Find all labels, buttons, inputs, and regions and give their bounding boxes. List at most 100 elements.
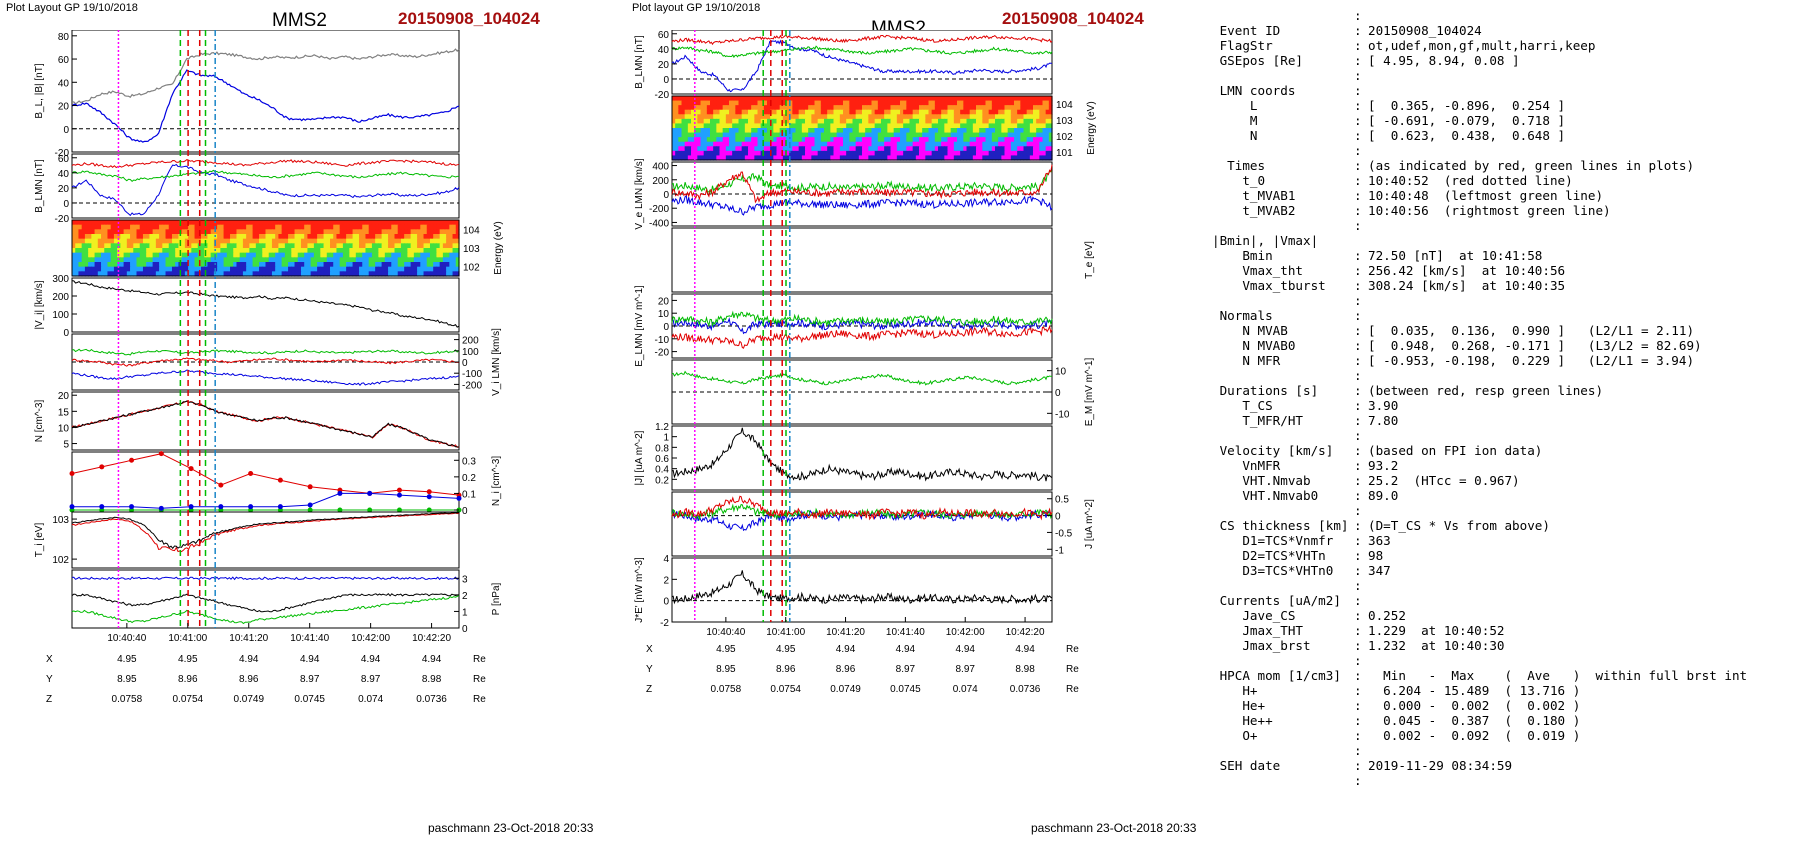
spectrogram-cell (748, 100, 752, 106)
spectrogram-cell (697, 137, 702, 143)
spectrogram-cell (436, 252, 441, 258)
spectrogram-cell (262, 257, 267, 263)
spectrogram-cell (903, 128, 907, 134)
spectrogram-cell (378, 266, 383, 272)
position-value: 0.074 (953, 684, 978, 695)
spectrogram-cell (259, 271, 263, 277)
spectrogram-cell (776, 132, 781, 138)
left-event-title: 20150908_104024 (398, 9, 540, 28)
spectrogram-cell (142, 229, 147, 235)
spectrogram-cell (982, 118, 987, 125)
spectrogram-cell (833, 114, 838, 120)
position-unit: Re (473, 674, 486, 685)
spectrogram-cell (442, 229, 447, 235)
spectrogram-cell (288, 252, 292, 258)
spectrogram-cell (871, 150, 876, 157)
info-value: (based on FPI ion data) (1368, 443, 1543, 458)
spectrogram-cell (922, 132, 926, 138)
spectrogram-cell (814, 109, 819, 115)
spectrogram-cell (748, 137, 752, 143)
position-row-label: Z (46, 694, 52, 705)
spectrogram-cell (400, 262, 405, 268)
spectrogram-cell (384, 257, 389, 263)
spectrogram-cell (874, 155, 879, 161)
info-key: Durations [s] (1212, 383, 1319, 398)
info-row: VHT.Nmvab0:89.0 (1212, 488, 1802, 503)
spectrogram-cell (779, 155, 784, 161)
spectrogram-cell (429, 243, 434, 249)
spectrogram-cell (887, 141, 892, 147)
spectrogram-cell (770, 114, 774, 120)
spectrogram-cell (729, 123, 733, 129)
spectrogram-cell (300, 266, 305, 272)
spectrogram-cell (767, 150, 771, 157)
spectrogram-cell (368, 248, 373, 254)
spectrogram-cell (294, 252, 299, 258)
spectrogram-cell (789, 100, 793, 106)
series-line-en (671, 324, 1053, 349)
spectrogram-cell (963, 114, 968, 120)
series-line-el (671, 317, 1053, 335)
spectrogram-cell (988, 114, 993, 120)
spectrogram-cell (976, 137, 980, 143)
spectrogram-cell (732, 118, 736, 125)
spectrogram-cell (284, 252, 289, 258)
spectrogram-cell (262, 220, 267, 226)
position-value: 8.97 (300, 674, 320, 685)
spectrogram-cell (953, 137, 958, 143)
spectrogram-cell (294, 220, 299, 226)
position-value: 4.95 (178, 654, 198, 665)
spectrogram-cell (410, 229, 415, 235)
spectrogram-cell (966, 150, 971, 157)
spectrogram-cell (400, 224, 405, 230)
spectrogram-cell (849, 128, 854, 134)
spectrogram-cell (378, 243, 383, 249)
spectrogram-cell (805, 146, 809, 152)
spectrogram-cell (808, 132, 812, 138)
spectrogram-cell (1020, 96, 1025, 102)
spectrogram-cell (773, 100, 778, 106)
spectrogram-cell (903, 137, 907, 143)
spectrogram-cell (991, 128, 996, 134)
spectrogram-cell (1017, 96, 1021, 102)
spectrogram-cell (909, 155, 914, 161)
spectrogram-cell (107, 252, 112, 258)
spectrogram-cell (94, 234, 99, 240)
spectrogram-cell (729, 118, 733, 125)
spectrogram-cell (776, 146, 781, 152)
spectrogram-cell (824, 128, 828, 134)
spectrogram-cell (152, 257, 157, 263)
spectrogram-cell (1010, 132, 1015, 138)
spectrogram-cell (950, 137, 955, 143)
spectrogram-cell (284, 229, 289, 235)
spectrogram-cell (833, 109, 838, 115)
spectrogram-cell (259, 252, 263, 258)
right-event-title: 20150908_104024 (1002, 9, 1144, 28)
position-value: 8.96 (239, 674, 259, 685)
spectrogram-cell (716, 118, 721, 125)
spectrogram-cell (697, 105, 702, 111)
series-line-j-e- (671, 570, 1053, 605)
spectrogram-cell (969, 109, 974, 115)
spectrogram-cell (1017, 109, 1021, 115)
info-value: (as indicated by red, green lines in plo… (1368, 158, 1695, 173)
spectrogram-cell (706, 128, 711, 134)
spectrogram-cell (865, 100, 869, 106)
spectrogram-cell (896, 137, 901, 143)
spectrogram-cell (827, 100, 831, 106)
spectrogram-cell (849, 132, 854, 138)
spectrogram-cell (843, 114, 847, 120)
spectrogram-cell (365, 238, 370, 244)
spectrogram-cell (104, 266, 109, 272)
info-value: 256.42 [km/s] at 10:40:56 (1368, 263, 1566, 278)
series-point (426, 489, 432, 495)
spectrogram-cell (1042, 100, 1047, 106)
info-row: : (1212, 8, 1802, 23)
spectrogram-cell (252, 243, 257, 249)
spectrogram-cell (763, 128, 768, 134)
spectrogram-cell (1048, 128, 1053, 134)
spectrogram-cell (786, 141, 790, 147)
spectrogram-cell (947, 150, 952, 157)
position-value: 0.0754 (770, 684, 801, 695)
